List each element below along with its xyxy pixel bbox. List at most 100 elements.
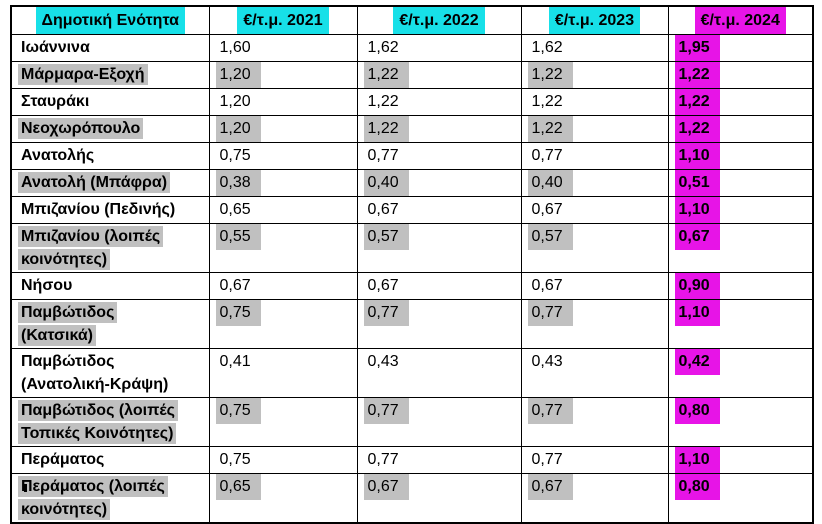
value-2021-cell[interactable]: 1,20 <box>208 115 358 143</box>
value-2022-cell[interactable]: 0,77 <box>356 446 522 474</box>
value-2024-cell[interactable]: 0,42 <box>667 348 814 398</box>
table-row: Σταυράκι 1,20 1,22 1,22 1,22 <box>10 88 814 116</box>
header-label-2022: €/τ.μ. 2022 <box>393 7 485 34</box>
municipality-cell[interactable]: Ανατολής <box>10 142 210 170</box>
value-2024-cell[interactable]: 0,90 <box>667 272 814 300</box>
value-2021: 0,67 <box>219 277 251 294</box>
value-2023-cell[interactable]: 1,22 <box>520 61 669 89</box>
value-2024-cell[interactable]: 1,22 <box>667 61 814 89</box>
value-2021-cell[interactable]: 0,75 <box>208 299 358 349</box>
header-cell-2021[interactable]: €/τ.μ. 2021 <box>208 5 358 35</box>
value-2021-cell[interactable]: 0,65 <box>208 196 358 224</box>
value-2023-cell[interactable]: 0,77 <box>520 299 669 349</box>
municipality-cell[interactable]: Παμβώτιδος (Ανατολική-Κράψη) <box>10 348 210 398</box>
header-cell-2024[interactable]: €/τ.μ. 2024 <box>667 5 814 35</box>
value-2022-cell[interactable]: 0,77 <box>356 142 522 170</box>
value-2021: 1,60 <box>219 39 251 56</box>
value-2022: 0,67 <box>367 201 399 218</box>
municipality-cell[interactable]: Νεοχωρόπουλο <box>10 115 210 143</box>
value-2023-cell[interactable]: 0,40 <box>520 169 669 197</box>
value-2021-cell[interactable]: 0,75 <box>208 446 358 474</box>
value-2022: 0,67 <box>367 277 399 294</box>
municipality-cell[interactable]: Νήσου <box>10 272 210 300</box>
value-2021-cell[interactable]: 0,55 <box>208 223 358 273</box>
value-2024-cell[interactable]: 1,10 <box>667 196 814 224</box>
value-2022-cell[interactable]: 0,77 <box>356 299 522 349</box>
table-row: Παμβώτιδος (λοιπές Τοπικές Κοινότητες) 0… <box>10 397 814 447</box>
value-2024-cell[interactable]: 0,51 <box>667 169 814 197</box>
value-2022-cell[interactable]: 0,67 <box>356 196 522 224</box>
value-2024-cell[interactable]: 0,80 <box>667 397 814 447</box>
value-2024-cell[interactable]: 0,80 <box>667 473 814 524</box>
value-2024-cell[interactable]: 1,10 <box>667 299 814 349</box>
value-2023: 0,77 <box>531 147 563 164</box>
value-2023-cell[interactable]: 1,22 <box>520 115 669 143</box>
price-per-sqm-table: Δημοτική Ενότητα €/τ.μ. 2021 €/τ.μ. 2022… <box>10 5 814 524</box>
value-2023-cell[interactable]: 1,22 <box>520 88 669 116</box>
value-2023: 0,67 <box>531 201 563 218</box>
value-2021-cell[interactable]: 1,20 <box>208 61 358 89</box>
value-2023-cell[interactable]: 0,67 <box>520 272 669 300</box>
value-2022-cell[interactable]: 0,67 <box>356 272 522 300</box>
value-2023-cell[interactable]: 1,62 <box>520 34 669 62</box>
value-2024-cell[interactable]: 1,10 <box>667 142 814 170</box>
value-2021-cell[interactable]: 0,41 <box>208 348 358 398</box>
municipality-name: Νήσου <box>21 277 73 294</box>
value-2021-cell[interactable]: 1,60 <box>208 34 358 62</box>
value-2022-cell[interactable]: 0,77 <box>356 397 522 447</box>
value-2024: 0,67 <box>674 224 720 250</box>
value-2023: 0,67 <box>527 474 573 500</box>
value-2023-cell[interactable]: 0,67 <box>520 196 669 224</box>
table-row: Μπιζανίου (Πεδινής) 0,65 0,67 0,67 1,10 <box>10 196 814 224</box>
value-2022-cell[interactable]: 0,67 <box>356 473 522 524</box>
value-2023-cell[interactable]: 0,57 <box>520 223 669 273</box>
municipality-cell[interactable]: Παμβώτιδος (Κατσικά) <box>10 299 210 349</box>
municipality-cell[interactable]: Σταυράκι <box>10 88 210 116</box>
municipality-cell[interactable]: Παμβώτιδος (λοιπές Τοπικές Κοινότητες) <box>10 397 210 447</box>
value-2024-cell[interactable]: 1,22 <box>667 115 814 143</box>
value-2022-cell[interactable]: 1,22 <box>356 88 522 116</box>
value-2024-cell[interactable]: 0,67 <box>667 223 814 273</box>
value-2022-cell[interactable]: 0,57 <box>356 223 522 273</box>
value-2022-cell[interactable]: 1,22 <box>356 61 522 89</box>
municipality-cell[interactable]: Περάματος (λοιπές κοινότητες) <box>10 473 210 524</box>
value-2023-cell[interactable]: 0,77 <box>520 397 669 447</box>
municipality-cell[interactable]: Ιωάννινα <box>10 34 210 62</box>
value-2022-cell[interactable]: 1,22 <box>356 115 522 143</box>
value-2021-cell[interactable]: 0,75 <box>208 142 358 170</box>
municipality-cell[interactable]: Μάρμαρα-Εξοχή <box>10 61 210 89</box>
municipality-cell[interactable]: Ανατολή (Μπάφρα) <box>10 169 210 197</box>
value-2022-cell[interactable]: 0,43 <box>356 348 522 398</box>
value-2024-cell[interactable]: 1,95 <box>667 34 814 62</box>
value-2022-cell[interactable]: 1,62 <box>356 34 522 62</box>
value-2021-cell[interactable]: 0,65 <box>208 473 358 524</box>
municipality-cell[interactable]: Μπιζανίου (Πεδινής) <box>10 196 210 224</box>
municipality-name: Παμβώτιδος (Κατσικά) <box>18 302 118 346</box>
value-2023: 0,43 <box>531 353 563 370</box>
value-2024-cell[interactable]: 1,22 <box>667 88 814 116</box>
header-cell-2023[interactable]: €/τ.μ. 2023 <box>520 5 669 35</box>
value-2023-cell[interactable]: 0,67 <box>520 473 669 524</box>
value-2023: 0,67 <box>531 277 563 294</box>
table-row: Ιωάννινα 1,60 1,62 1,62 1,95 <box>10 34 814 62</box>
municipality-cell[interactable]: Περάματος <box>10 446 210 474</box>
value-2021-cell[interactable]: 1,20 <box>208 88 358 116</box>
header-label-2023: €/τ.μ. 2023 <box>548 7 641 34</box>
municipality-cell[interactable]: Μπιζανίου (λοιπές κοινότητες) <box>10 223 210 273</box>
municipality-name: Παμβώτιδος (Ανατολική-Κράψη) <box>21 353 169 393</box>
value-2021-cell[interactable]: 0,67 <box>208 272 358 300</box>
value-2024-cell[interactable]: 1,10 <box>667 446 814 474</box>
table-row: Παμβώτιδος (Ανατολική-Κράψη) 0,41 0,43 0… <box>10 348 814 398</box>
value-2024: 0,80 <box>674 398 720 424</box>
value-2024: 1,10 <box>674 143 720 169</box>
municipality-name: Παμβώτιδος (λοιπές Τοπικές Κοινότητες) <box>18 400 178 444</box>
value-2021-cell[interactable]: 0,38 <box>208 169 358 197</box>
value-2021-cell[interactable]: 0,75 <box>208 397 358 447</box>
value-2024: 1,10 <box>674 300 720 326</box>
header-cell-2022[interactable]: €/τ.μ. 2022 <box>356 5 522 35</box>
header-cell-municipality[interactable]: Δημοτική Ενότητα <box>10 5 210 35</box>
value-2023-cell[interactable]: 0,77 <box>520 446 669 474</box>
value-2022-cell[interactable]: 0,40 <box>356 169 522 197</box>
value-2023-cell[interactable]: 0,43 <box>520 348 669 398</box>
value-2023-cell[interactable]: 0,77 <box>520 142 669 170</box>
